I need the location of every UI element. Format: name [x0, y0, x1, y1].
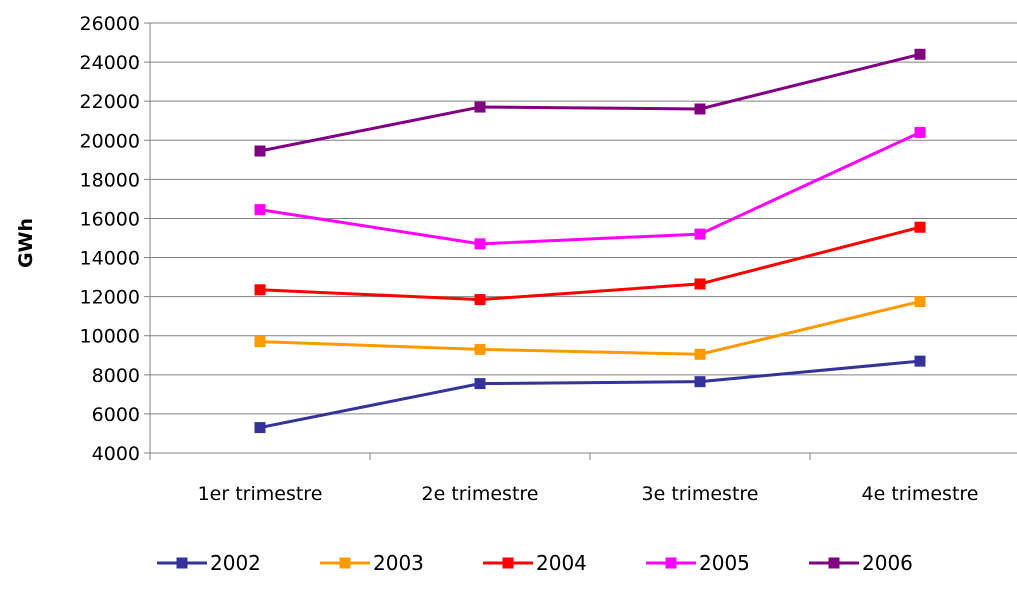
x-tick-label: 4e trimestre: [862, 483, 979, 505]
data-point-2006: [254, 145, 266, 157]
y-tick-label: 4000: [92, 443, 140, 465]
legend-marker-2003: [339, 557, 351, 569]
y-tick-label: 14000: [80, 248, 140, 270]
data-point-2004: [694, 278, 706, 290]
y-tick-label: 8000: [92, 365, 140, 387]
data-point-2005: [474, 238, 486, 250]
legend-label-2002: 2002: [210, 551, 261, 575]
data-point-2003: [474, 343, 486, 355]
y-tick-label: 16000: [80, 208, 140, 230]
legend-marker-2002: [176, 557, 188, 569]
data-point-2004: [474, 294, 486, 306]
x-tick-label: 2e trimestre: [422, 483, 539, 505]
gridlines: [150, 22, 1017, 415]
legend: 2002 2003 2004 2005 2006: [157, 551, 913, 575]
y-tick-label: 6000: [92, 404, 140, 426]
data-point-2004: [254, 284, 266, 296]
y-tick-label: 10000: [80, 326, 140, 348]
series-line-2003: [259, 300, 921, 356]
y-tick-label: 12000: [80, 287, 140, 309]
legend-label-2004: 2004: [536, 551, 587, 575]
legend-label-2003: 2003: [373, 551, 424, 575]
data-point-2006: [694, 103, 706, 115]
y-tick-label: 18000: [80, 169, 140, 191]
series-line-2005: [259, 131, 921, 246]
y-tick-label: 24000: [80, 52, 140, 74]
data-point-2005: [694, 228, 706, 240]
data-point-2005: [914, 126, 926, 138]
data-point-2002: [254, 422, 266, 434]
data-point-2004: [914, 221, 926, 233]
legend-marker-2005: [665, 557, 677, 569]
y-axis-title: GWh: [15, 218, 37, 268]
axes: [144, 22, 1017, 460]
x-tick-label: 3e trimestre: [642, 483, 759, 505]
legend-marker-2004: [502, 557, 514, 569]
legend-label-2006: 2006: [862, 551, 913, 575]
y-tick-label: 26000: [80, 13, 140, 35]
series-lines: [254, 48, 926, 434]
legend-label-2005: 2005: [699, 551, 750, 575]
data-point-2006: [474, 101, 486, 113]
data-point-2003: [914, 296, 926, 308]
legend-marker-2006: [828, 557, 840, 569]
data-point-2002: [474, 378, 486, 390]
y-tick-label: 22000: [80, 91, 140, 113]
tick-labels: 4000 6000 8000 10000 12000 14000 16000 18000 200…: [80, 13, 979, 505]
series-line-2004: [259, 225, 921, 302]
series-line-2006: [259, 52, 921, 153]
x-tick-label: 1er trimestre: [198, 483, 323, 505]
data-point-2003: [694, 348, 706, 360]
data-point-2005: [254, 204, 266, 216]
series-line-2002: [259, 359, 921, 430]
data-point-2003: [254, 336, 266, 348]
data-point-2002: [694, 376, 706, 388]
data-point-2002: [914, 355, 926, 367]
y-tick-label: 20000: [80, 130, 140, 152]
data-point-2006: [914, 48, 926, 60]
